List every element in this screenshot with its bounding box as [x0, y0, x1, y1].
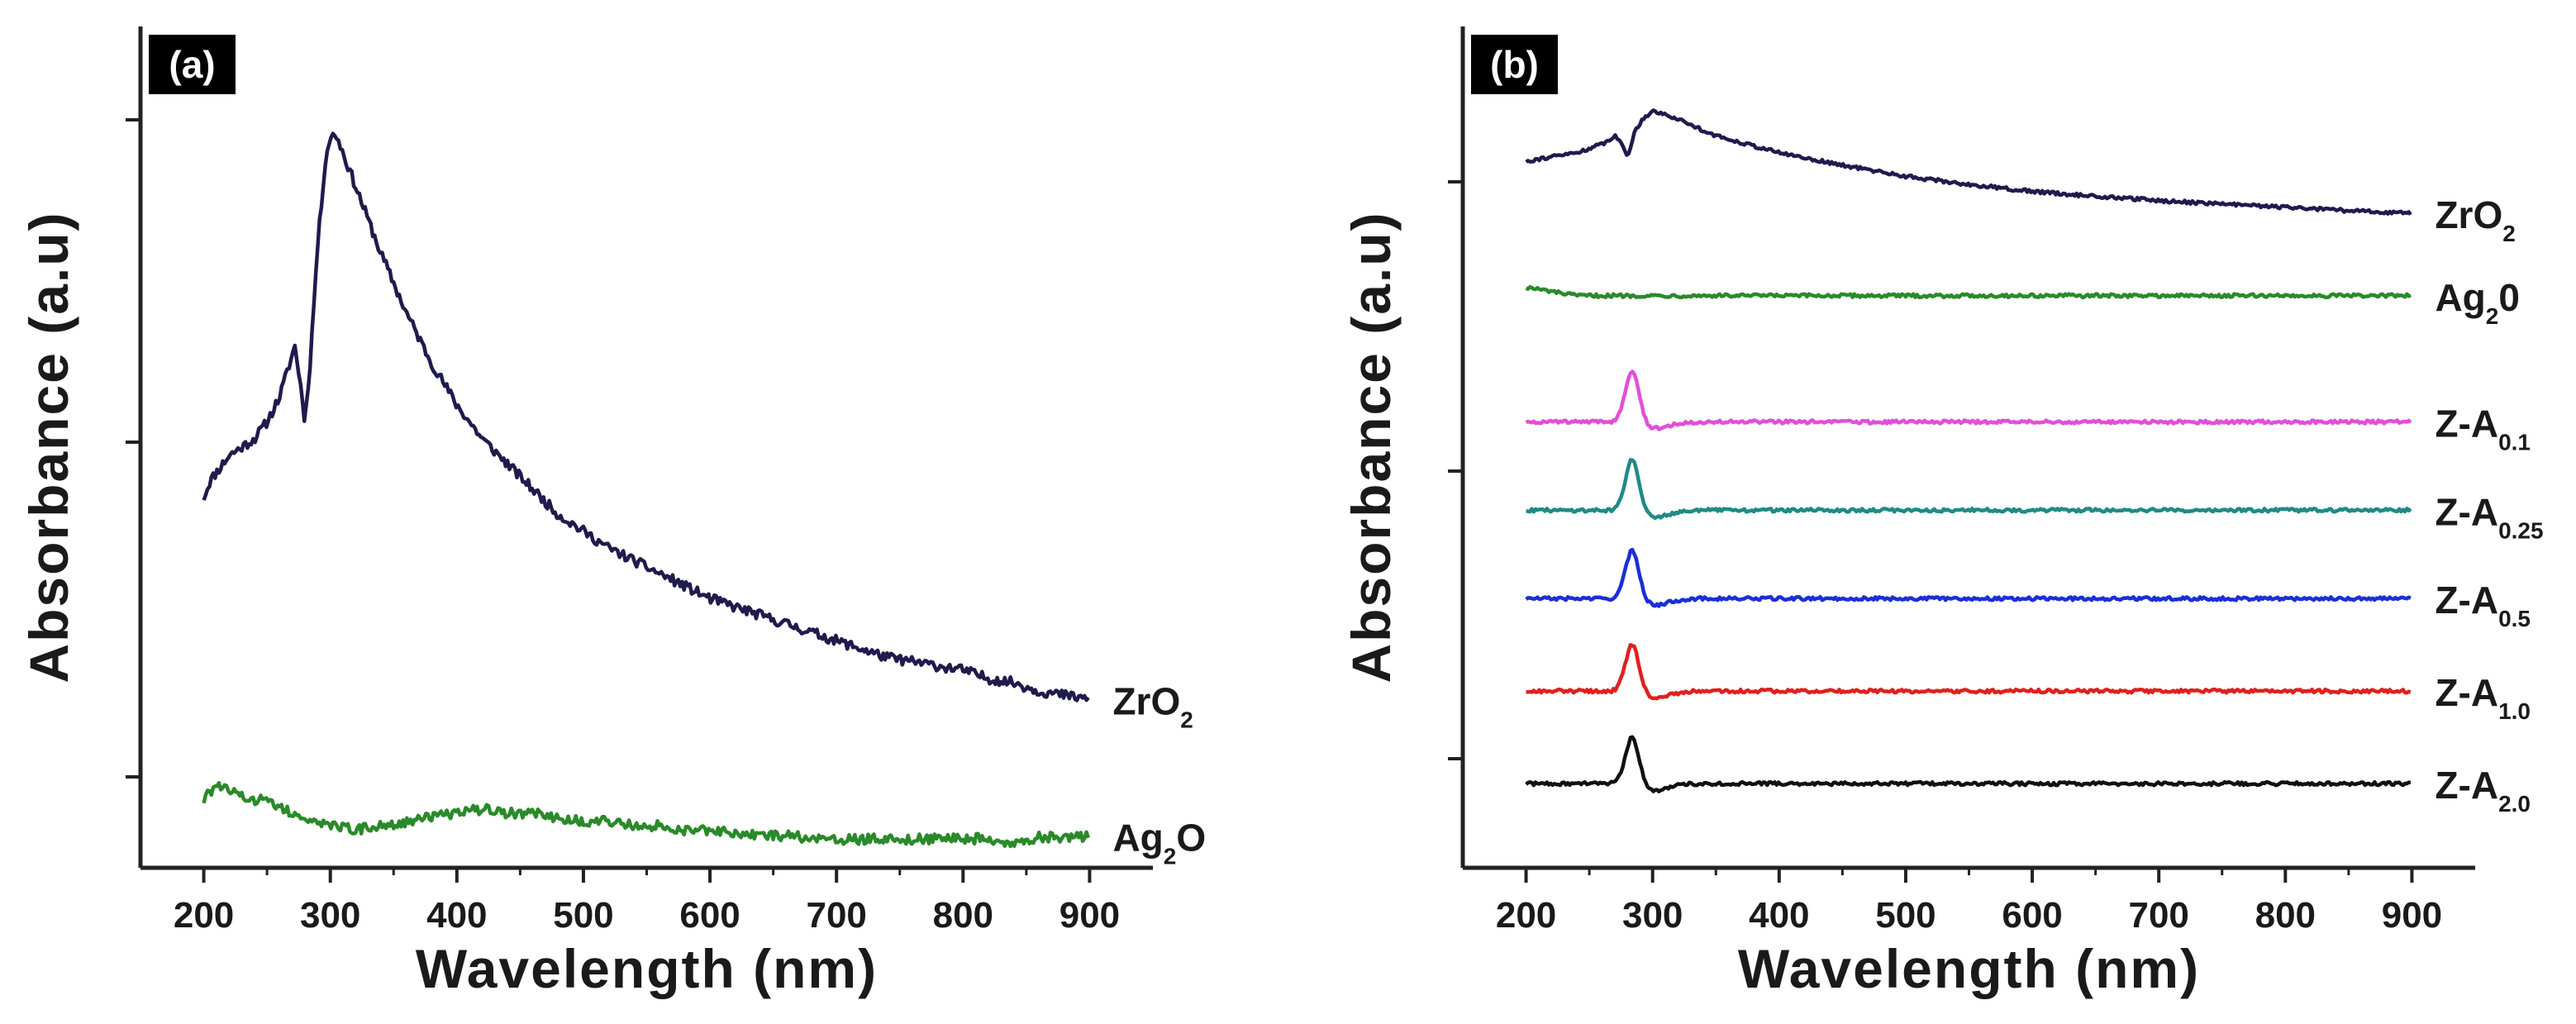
- y-axis-title: Absorbance (a.u): [18, 211, 79, 683]
- y-axis-title: Absorbance (a.u): [1340, 211, 1402, 683]
- x-tick-label: 900: [1059, 895, 1120, 936]
- x-tick-label: 600: [679, 895, 740, 936]
- x-tick-label: 500: [1875, 895, 1936, 936]
- panel-tag: [1471, 35, 1558, 94]
- panel-tag-label: (b): [1490, 43, 1539, 86]
- x-tick-label: 300: [1622, 895, 1683, 936]
- x-tick-label: 200: [174, 895, 234, 936]
- x-axis-title: Wavelength (nm): [1738, 938, 2200, 999]
- panel-tag-label: (a): [169, 43, 215, 86]
- x-axis-title: Wavelength (nm): [416, 938, 878, 999]
- series-line-0: [1525, 108, 2412, 217]
- series-line-1: [202, 780, 1091, 849]
- x-tick-label: 500: [553, 895, 613, 936]
- series-line-6: [1525, 735, 2411, 793]
- series-label-1: Ag20: [2435, 276, 2520, 329]
- panel-a: (a) 200 300 400 500 600 700 800 900 Wavelength (n…: [18, 26, 1206, 999]
- x-tick-label: 300: [300, 895, 360, 936]
- x-tick-label: 400: [426, 895, 487, 936]
- series-label-6: Z-A2.0: [2435, 764, 2531, 817]
- panel-b: (b) 200 300 400 500 600 700 800 900 Wavelength (n…: [1340, 26, 2544, 999]
- x-tick-label: 200: [1496, 895, 1556, 936]
- series-line-2: [1525, 369, 2412, 431]
- x-tick-label: 600: [2002, 895, 2062, 936]
- series-label-1: Ag2O: [1112, 816, 1206, 869]
- series-line-0: [202, 131, 1090, 703]
- series-label-0: ZrO2: [2435, 193, 2515, 246]
- series-line-5: [1526, 643, 2412, 701]
- panel-tag: [149, 35, 236, 94]
- series-label-4: Z-A0.5: [2435, 579, 2531, 631]
- x-tick-label: 800: [2255, 895, 2316, 936]
- series-label-5: Z-A1.0: [2435, 671, 2531, 724]
- x-tick-label: 700: [806, 895, 866, 936]
- x-tick-label: 900: [2382, 895, 2442, 936]
- series-label-0: ZrO2: [1112, 679, 1193, 732]
- x-tick-label: 700: [2128, 895, 2188, 936]
- x-tick-label: 400: [1749, 895, 1809, 936]
- series-line-3: [1526, 458, 2412, 521]
- x-tick-label: 800: [933, 895, 993, 936]
- series-label-2: Z-A0.1: [2435, 402, 2531, 455]
- series-label-3: Z-A0.25: [2435, 490, 2543, 543]
- series-line-4: [1525, 547, 2412, 608]
- series-line-1: [1525, 285, 2412, 300]
